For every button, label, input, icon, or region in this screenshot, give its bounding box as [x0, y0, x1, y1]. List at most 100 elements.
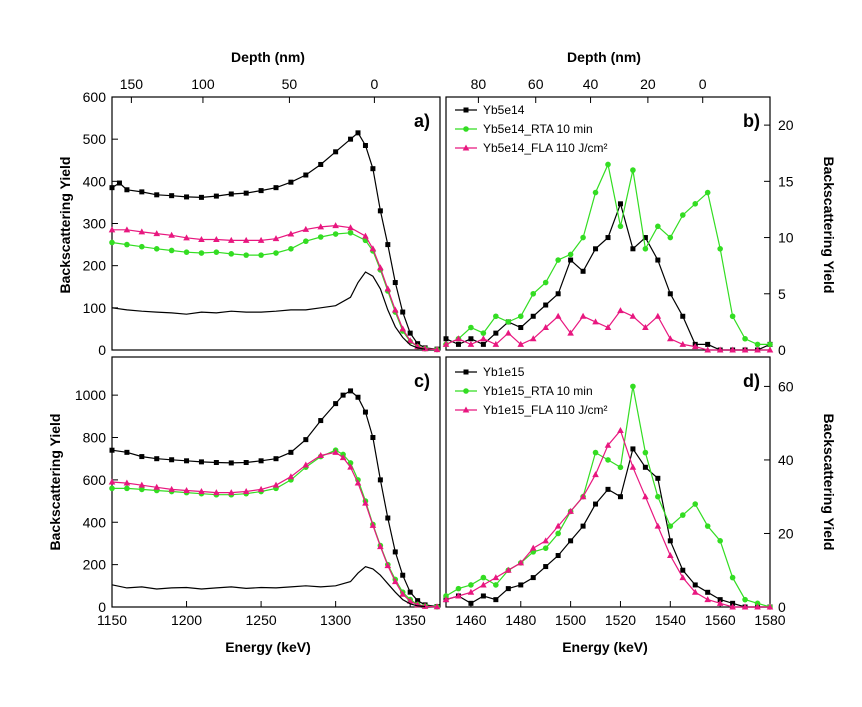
data-point [704, 346, 711, 353]
data-point [692, 582, 698, 588]
y-tick-label: 400 [83, 173, 107, 189]
data-point [704, 523, 711, 529]
data-point [480, 335, 487, 342]
data-point [139, 243, 145, 250]
data-point [243, 460, 249, 466]
data-point [123, 226, 131, 233]
data-point [542, 279, 549, 286]
data-point [184, 458, 190, 464]
top-axis-title-left: Depth (nm) [231, 49, 305, 65]
data-point [605, 457, 611, 463]
data-point [339, 454, 347, 461]
data-point [392, 549, 398, 555]
legend-label: Yb5e14_FLA 110 J/cm² [483, 141, 608, 155]
data-point [492, 574, 500, 581]
data-point [568, 538, 574, 544]
data-point [138, 481, 146, 488]
data-point [139, 454, 145, 460]
top-axis-title-right: Depth (nm) [567, 49, 641, 65]
data-point [529, 544, 537, 551]
data-point [415, 598, 421, 604]
top-tick-label: 60 [528, 76, 544, 92]
data-point [421, 345, 429, 352]
data-point [579, 312, 587, 319]
data-point [654, 312, 662, 319]
data-point [384, 285, 392, 292]
data-point [705, 341, 711, 347]
data-point [273, 185, 279, 191]
data-point [302, 225, 310, 232]
data-point [542, 537, 549, 544]
data-point [333, 401, 339, 407]
data-point [168, 485, 175, 492]
chart-panel-3: 0 200 400 600 800 1000 1150 1200 1250 1300 1350 c) [75, 356, 441, 628]
data-point [766, 603, 774, 610]
series-3 [108, 448, 441, 610]
data-point [568, 257, 574, 263]
data-point [592, 471, 599, 478]
data-point [213, 193, 219, 199]
data-point [554, 312, 562, 319]
data-point [667, 335, 674, 342]
data-point [642, 324, 649, 331]
y-tick-label: 300 [83, 216, 107, 232]
y-tick-label: 600 [83, 472, 107, 488]
data-point [492, 340, 500, 347]
data-point [400, 309, 406, 315]
data-point [754, 600, 761, 607]
series-line [111, 271, 426, 350]
data-point [704, 189, 711, 196]
panel-label: d) [743, 371, 760, 391]
data-point [433, 346, 441, 353]
data-point [362, 409, 368, 415]
top-tick-label: 150 [120, 76, 144, 92]
data-point [679, 512, 686, 518]
y-tick-label: 20 [778, 117, 794, 133]
top-tick-label: 40 [583, 76, 599, 92]
data-point [154, 456, 160, 462]
data-point [303, 238, 309, 245]
legend: Yb1e15 Yb1e15_RTA 10 min Yb1e15_FLA 110 J/… [455, 365, 608, 417]
data-point [347, 460, 354, 466]
data-point [680, 313, 686, 319]
data-point [318, 161, 324, 167]
data-point [555, 530, 561, 537]
data-point [717, 246, 723, 252]
data-point [169, 193, 175, 199]
data-point [580, 523, 586, 529]
data-point [679, 340, 687, 347]
data-point [630, 446, 636, 452]
data-point [691, 343, 699, 350]
data-point [468, 582, 474, 588]
data-point [318, 418, 324, 424]
data-point [455, 335, 462, 342]
data-point [228, 460, 234, 466]
data-point [766, 346, 774, 353]
data-point [617, 427, 624, 434]
data-point [168, 247, 175, 254]
data-point [400, 572, 406, 578]
data-point [183, 249, 190, 255]
data-point [617, 223, 624, 230]
data-point [692, 501, 699, 507]
data-point [630, 246, 636, 252]
data-point [593, 246, 599, 252]
data-point [555, 291, 561, 297]
data-point [592, 449, 599, 456]
data-point [741, 346, 749, 353]
bottom-axis-title-right: Energy (keV) [562, 639, 648, 655]
data-point [704, 596, 711, 603]
data-point [317, 452, 325, 459]
data-point [443, 336, 449, 342]
data-point [742, 335, 748, 342]
data-point [377, 477, 383, 483]
data-point [605, 161, 611, 168]
data-point [517, 559, 525, 566]
data-point [617, 494, 623, 500]
y-tick-label: 0 [98, 342, 106, 358]
data-point [198, 250, 205, 256]
data-point [242, 236, 250, 243]
data-point [109, 485, 115, 492]
data-point [467, 588, 475, 595]
data-point [362, 232, 369, 239]
